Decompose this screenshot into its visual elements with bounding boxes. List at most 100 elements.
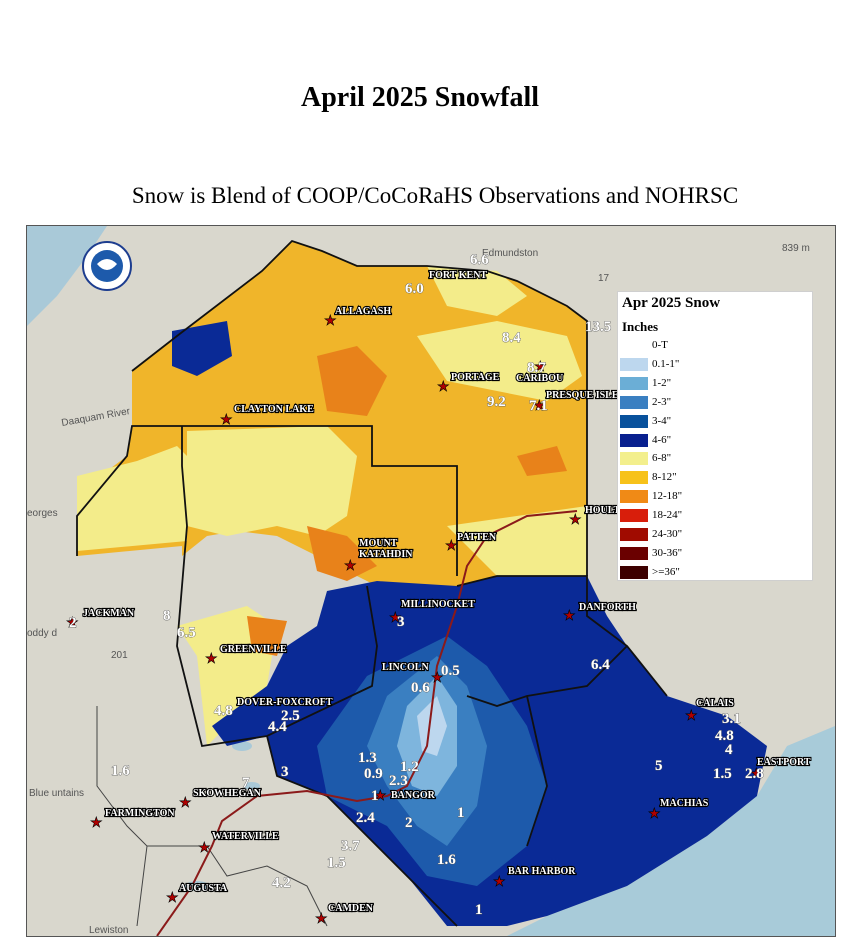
- obs-value: 6.6: [470, 252, 489, 268]
- obs-value: 6.0: [405, 281, 424, 297]
- legend-label: 0-T: [652, 339, 668, 351]
- city-label-calais: CALAIS: [696, 698, 734, 709]
- obs-value: 2.4: [356, 810, 375, 826]
- legend-swatch: [620, 357, 648, 371]
- city-label-clayton-lake: CLAYTON LAKE: [234, 404, 314, 415]
- star-icon: ★: [493, 875, 506, 890]
- obs-value: 0.5: [441, 663, 460, 679]
- snow-6-8-region: [77, 446, 187, 551]
- city-label-skowhegan: SKOWHEGAN: [193, 788, 262, 799]
- obs-value: 0.9: [364, 766, 383, 782]
- legend-item: 8-12": [620, 469, 810, 486]
- obs-value: 2: [69, 615, 77, 631]
- city-labels: FORT KENT ALLAGASH PORTAGE CARIBOU PRESQ…: [82, 269, 812, 915]
- star-icon: ★: [198, 841, 211, 856]
- star-icon: ★: [569, 513, 582, 528]
- basemap-label-route201: 201: [111, 650, 128, 661]
- obs-value: 3.1: [722, 711, 741, 727]
- nws-logo: [82, 241, 132, 291]
- city-label-waterville: WATERVILLE: [212, 831, 279, 842]
- legend-item: 30-36": [620, 545, 810, 562]
- basemap-label-georges: eorges: [27, 508, 58, 519]
- legend-swatch: [620, 509, 648, 523]
- obs-value: 3: [397, 614, 405, 630]
- city-label-dover-foxcroft: DOVER-FOXCROFT: [237, 697, 333, 708]
- legend-item: 3-4": [620, 413, 810, 430]
- map-subtitle: Snow is Blend of COOP/CoCoRaHS Observati…: [131, 183, 739, 208]
- city-label-augusta: AUGUSTA: [179, 883, 228, 894]
- star-icon: ★: [648, 807, 661, 822]
- city-markers: ★ ★ ★ ★ ★ ★ ★ ★ ★ ★ ★ ★ ★ ★ ★ ★ ★ ★ ★ ★ …: [66, 314, 763, 928]
- obs-value: 1: [457, 805, 465, 821]
- legend-label: 3-4": [652, 414, 672, 427]
- basemap-label-route17: 17: [598, 273, 610, 284]
- city-label-presque-isle: PRESQUE ISLE: [546, 390, 619, 401]
- star-icon: ★: [563, 609, 576, 624]
- obs-value: 4: [725, 742, 733, 758]
- west-county-boundary: [96, 706, 148, 927]
- obs-value: 8.4: [502, 330, 521, 346]
- basemap-lake: [244, 782, 260, 790]
- snow-6-8-region: [187, 426, 357, 536]
- map-title: April 2025 Snowfall: [300, 82, 540, 113]
- south-county-boundary: [147, 845, 328, 927]
- city-label-greenville: GREENVILLE: [220, 644, 287, 655]
- basemap-label-edmundston: Edmundston: [482, 248, 538, 259]
- legend-item: >=36": [620, 564, 810, 581]
- city-label-allagash: ALLAGASH: [335, 306, 391, 317]
- snow-6-8-region: [427, 266, 527, 316]
- legend-item: 4-6": [620, 432, 810, 449]
- city-label-bangor: BANGOR: [391, 790, 436, 801]
- obs-value: 2.8: [745, 766, 764, 782]
- obs-value: 4.8: [214, 703, 233, 719]
- city-label-camden: CAMDEN: [328, 903, 374, 914]
- legend-label: >=36": [652, 565, 680, 578]
- legend-swatch: [620, 414, 648, 428]
- legend-label: 4-6": [652, 433, 672, 446]
- piscataquis-south-boundary: [176, 426, 378, 748]
- basemap-label-blue-mountains: Blue untains: [29, 788, 84, 799]
- legend-item: 0-T: [620, 337, 810, 354]
- piscataquis-boundary: [76, 425, 458, 576]
- snow-12-18-region: [307, 526, 377, 581]
- star-icon: ★: [437, 380, 450, 395]
- star-icon: ★: [324, 314, 337, 329]
- obs-value: 3: [281, 764, 289, 780]
- city-label-caribou: CARIBOU: [516, 373, 563, 384]
- star-icon: ★: [66, 616, 79, 631]
- legend-swatch: [620, 528, 648, 541]
- star-icon: ★: [389, 611, 402, 626]
- legend-label: 2-3": [652, 395, 672, 408]
- city-label-portage: PORTAGE: [451, 372, 500, 383]
- legend-item: 18-24": [620, 507, 810, 524]
- star-icon: ★: [445, 539, 458, 554]
- legend-swatch: [620, 471, 648, 485]
- star-icon: ★: [533, 399, 546, 414]
- star-icon: ★: [166, 891, 179, 906]
- legend-title: Apr 2025 Snow: [622, 295, 721, 311]
- legend-units: Inches: [622, 319, 659, 334]
- legend-item: 1-2": [620, 375, 810, 392]
- legend-item: 0.1-1": [620, 356, 810, 373]
- washington-boundary: [466, 645, 628, 707]
- obs-value: 5: [655, 758, 663, 774]
- legend-swatch: [620, 452, 648, 466]
- city-label-danforth: DANFORTH: [579, 602, 636, 613]
- observation-values: 6.6 6.0 8.4 13.5 8.7 9.2 7.1 8 6.5 2 3 0…: [69, 252, 765, 919]
- snow-0-1-region: [417, 696, 447, 756]
- obs-value: 1.6: [111, 763, 130, 779]
- basemap-label-lewiston: Lewiston: [89, 925, 128, 936]
- obs-value: 1: [475, 902, 483, 918]
- city-label-jackman: JACKMAN: [83, 608, 135, 619]
- legend-swatch: [620, 395, 648, 409]
- obs-value: 1.2: [400, 759, 419, 775]
- star-icon: ★: [179, 796, 192, 811]
- obs-value: 7: [242, 775, 250, 791]
- obs-value: 6.4: [591, 657, 610, 673]
- legend-swatch: [620, 490, 648, 504]
- snow-6-8-region: [447, 506, 587, 576]
- obs-value: 4.2: [272, 875, 291, 891]
- obs-value: 13.5: [585, 319, 611, 335]
- city-label-mount-katahdin: MOUNT: [359, 538, 398, 549]
- obs-value: 2.3: [389, 773, 408, 789]
